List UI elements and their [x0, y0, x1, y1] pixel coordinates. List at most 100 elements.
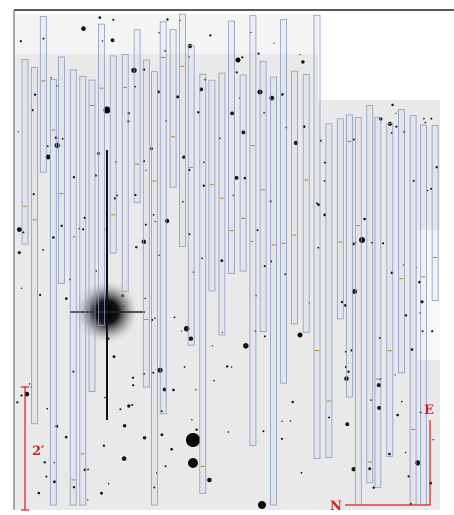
slit: [303, 75, 309, 333]
star: [207, 478, 212, 483]
slit: [347, 115, 353, 397]
star: [122, 456, 127, 461]
slit: [420, 125, 426, 505]
slit: [432, 126, 438, 301]
slit: [200, 74, 206, 493]
star: [281, 421, 282, 422]
slit: [80, 76, 86, 505]
star: [174, 317, 176, 319]
star: [324, 180, 326, 182]
slit: [209, 80, 215, 291]
star: [172, 389, 175, 392]
slit: [122, 54, 128, 291]
star: [395, 113, 396, 114]
star: [100, 492, 103, 495]
star: [87, 469, 89, 471]
star: [241, 56, 243, 58]
star: [132, 377, 134, 379]
slit: [70, 70, 76, 505]
star: [423, 118, 425, 120]
star: [159, 255, 160, 256]
star: [300, 54, 301, 55]
sky-image: 2′ E N: [0, 0, 454, 515]
star: [195, 429, 197, 431]
slit: [410, 116, 416, 505]
slit: [110, 56, 116, 253]
star: [113, 355, 116, 358]
star: [235, 176, 239, 180]
slit: [22, 59, 28, 244]
slit: [143, 60, 149, 387]
star: [243, 343, 249, 349]
slit: [326, 124, 332, 458]
star: [51, 77, 52, 78]
star: [391, 104, 393, 106]
star: [65, 436, 68, 439]
star: [382, 242, 384, 244]
slit: [355, 117, 361, 505]
star: [161, 433, 164, 436]
slit: [50, 79, 56, 505]
star: [17, 227, 22, 232]
star: [20, 394, 22, 396]
star: [395, 126, 397, 128]
star: [127, 404, 130, 407]
scale-label: 2′: [32, 444, 45, 459]
slit: [271, 77, 277, 505]
star: [132, 384, 134, 386]
star: [18, 131, 19, 132]
star: [47, 145, 49, 147]
star: [20, 40, 22, 42]
slit: [367, 106, 373, 483]
star: [290, 420, 292, 422]
star: [135, 246, 137, 248]
star: [16, 401, 18, 403]
star: [188, 458, 198, 468]
star: [18, 251, 21, 254]
star: [427, 190, 428, 191]
slit: [398, 110, 404, 373]
slit: [40, 17, 46, 173]
star: [87, 499, 88, 500]
star: [430, 118, 432, 120]
slit: [188, 46, 194, 346]
star: [45, 476, 47, 478]
star: [236, 71, 238, 73]
star: [181, 330, 182, 331]
star: [408, 475, 410, 477]
slit: [260, 61, 266, 331]
star: [257, 229, 259, 231]
star: [396, 414, 399, 417]
star: [364, 218, 365, 219]
slit: [314, 15, 320, 458]
slit: [229, 21, 235, 273]
star: [131, 404, 133, 406]
star: [46, 408, 48, 410]
star: [258, 53, 260, 55]
star: [143, 436, 146, 439]
star: [405, 452, 406, 453]
slit: [58, 57, 64, 283]
slit: [98, 24, 104, 325]
star: [228, 431, 230, 433]
slit: [387, 123, 393, 456]
star: [103, 445, 105, 447]
page: 2′ E N (() => { const data = JSON.parse(…: [0, 0, 454, 515]
slit: [337, 119, 343, 319]
east-label: E: [424, 403, 434, 418]
star: [401, 401, 403, 403]
slit: [219, 73, 225, 335]
star: [345, 422, 349, 426]
slit: [291, 71, 297, 324]
star: [119, 408, 121, 410]
star: [258, 501, 266, 509]
star: [231, 366, 233, 368]
star: [170, 448, 173, 451]
star: [197, 111, 199, 113]
slit: [160, 22, 166, 414]
star: [123, 424, 126, 427]
star: [111, 38, 115, 42]
slit: [179, 14, 185, 246]
star: [209, 34, 211, 36]
slit: [89, 80, 95, 392]
